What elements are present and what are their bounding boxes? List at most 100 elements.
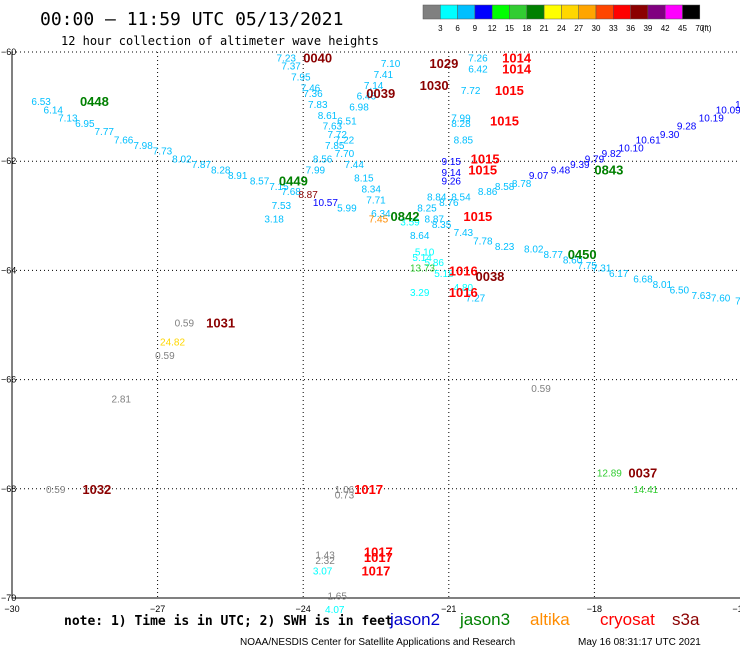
swh-value: 3.07: [313, 567, 333, 578]
colorbar-swatch: [682, 4, 701, 20]
swh-value: 4.07: [325, 605, 345, 616]
swh-value: 7.95: [291, 73, 311, 84]
swh-value: 7.87: [192, 160, 212, 171]
time-label: 0449: [279, 173, 308, 188]
colorbar-swatch: [440, 4, 458, 20]
swh-value: 7.27: [466, 294, 486, 305]
time-label: 0039: [366, 86, 395, 101]
swh-value: 8.87: [425, 215, 445, 226]
colorbar-label: 45: [678, 24, 687, 33]
swh-value: 3.18: [264, 215, 284, 226]
swh-value: 7.83: [308, 100, 328, 111]
swh-value: 9.26: [442, 176, 462, 187]
swh-value: 5.18: [434, 269, 454, 280]
swh-value: 8.02: [524, 245, 544, 256]
colorbar-label: 9: [473, 24, 478, 33]
swh-value: 1.65: [327, 591, 347, 602]
colorbar-swatch: [526, 4, 545, 20]
y-tick-label: −70: [1, 593, 16, 603]
swh-value: 7.45: [369, 215, 389, 226]
swh-value: 6.34: [371, 209, 391, 220]
legend: jason2 jason3 altika cryosat s3a: [389, 610, 700, 629]
swh-value: 9.14: [442, 168, 462, 179]
swh-value: 8.86: [478, 187, 498, 198]
time-label: 1030: [420, 78, 449, 93]
swh-value: 7.77: [95, 127, 115, 138]
swh-value: 7.78: [473, 236, 493, 247]
swh-value: 7.99: [451, 114, 471, 125]
swh-value: 5.99: [337, 204, 357, 215]
swh-value: 7.46: [301, 83, 321, 94]
colorbar-swatch: [578, 4, 597, 20]
time-label: 1014: [502, 61, 532, 76]
colorbar-label: 33: [609, 24, 618, 33]
swh-value: 5.14: [412, 253, 432, 264]
timestamp: May 16 08:31:17 UTC 2021: [578, 637, 701, 648]
swh-value: 6.42: [468, 64, 488, 75]
colorbar-label: 3: [438, 24, 443, 33]
colorbar-swatch: [457, 4, 476, 20]
time-label: 1015: [463, 209, 492, 224]
swh-value: 8.77: [543, 250, 563, 261]
swh-value: 7.53: [272, 201, 292, 212]
legend-entry: altika: [530, 610, 570, 629]
time-label: 1017: [364, 545, 393, 560]
swh-value: 9.82: [602, 149, 622, 160]
colorbar-swatch: [561, 4, 579, 20]
colorbar-swatch: [647, 4, 666, 20]
legend-entry: cryosat: [600, 610, 655, 629]
time-label: 0843: [594, 162, 623, 177]
swh-value: 6.50: [670, 286, 690, 297]
swh-value: 6.51: [337, 116, 357, 127]
swh-value: 10.19: [699, 114, 724, 125]
swh-value: 8.84: [427, 193, 447, 204]
colorbar-label: 24: [557, 24, 566, 33]
time-label: 1031: [206, 315, 235, 330]
time-label: 0450: [568, 247, 597, 262]
swh-value: 7.70: [335, 149, 355, 160]
swh-value: 7.72: [327, 130, 347, 141]
swh-value: 6.98: [349, 103, 369, 114]
swh-value: 7.85: [325, 141, 345, 152]
swh-value: 7.99: [306, 165, 326, 176]
chart-title: 00:00 – 11:59 UTC 05/13/2021: [40, 9, 343, 30]
colorbar-swatch: [664, 4, 683, 20]
y-tick-label: −64: [1, 265, 16, 275]
colorbar-label: 18: [522, 24, 531, 33]
swh-value: 8.57: [250, 176, 270, 187]
time-label: 1017: [364, 550, 393, 565]
swh-value: 6.14: [44, 105, 64, 116]
swh-value: 3.59: [400, 217, 420, 228]
grid: [12, 51, 740, 598]
swh-value: 4.80: [454, 283, 474, 294]
chart-subtitle: 12 hour collection of altimeter wave hei…: [61, 34, 379, 48]
colorbar-swatch: [595, 4, 614, 20]
swh-value: 8.23: [495, 242, 515, 253]
swh-value: 7.13: [58, 114, 78, 125]
swh-value: 8.28: [211, 165, 231, 176]
swh-value: 2.81: [111, 395, 131, 406]
swh-value: 7.98: [133, 141, 153, 152]
swh-value: 9.79: [585, 154, 605, 165]
time-labels: 0448044900400039102910301014101410151015…: [80, 50, 657, 578]
swh-value: 8.54: [451, 193, 471, 204]
swh-value: 8.56: [313, 154, 333, 165]
swh-value: 7.36: [303, 89, 323, 100]
time-label: 1017: [361, 564, 390, 579]
colorbar-swatch: [491, 4, 510, 20]
swh-value: 8.60: [563, 255, 583, 266]
time-label: 0037: [628, 465, 657, 480]
swh-value: 10.10: [619, 144, 644, 155]
footnote: note: 1) Time is in UTC; 2) SWH is in fe…: [64, 614, 393, 629]
colorbar-swatch: [474, 4, 493, 20]
swh-value: 6.53: [31, 97, 51, 108]
swh-value: 8.78: [512, 179, 532, 190]
time-label: 1015: [471, 151, 500, 166]
time-label: 1029: [429, 56, 458, 71]
swh-value: 9.30: [660, 130, 680, 141]
swh-value: 0.59: [155, 351, 175, 362]
swh-value: 24.82: [160, 337, 185, 348]
swh-value: 8.76: [439, 198, 459, 209]
swh-value: 7.41: [374, 70, 394, 81]
